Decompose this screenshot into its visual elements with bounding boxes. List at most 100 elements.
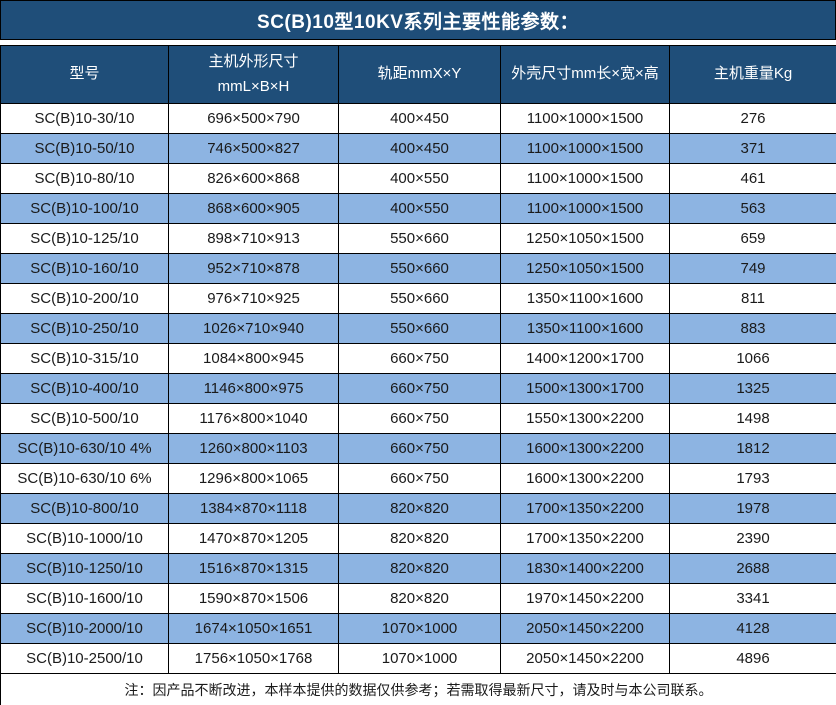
table-row: SC(B)10-160/10 952×710×878 550×660 1250×105…	[0, 253, 836, 284]
table-row: SC(B)10-630/10 6% 1296×800×1065 660×750 160…	[0, 463, 836, 494]
cell-weight: 749	[669, 253, 836, 284]
cell-model: SC(B)10-30/10	[0, 103, 169, 134]
cell-weight: 883	[669, 313, 836, 344]
table-row: SC(B)10-315/10 1084×800×945 660×750 1400×12…	[0, 343, 836, 374]
cell-rail-gauge: 400×450	[338, 103, 501, 134]
cell-weight: 276	[669, 103, 836, 134]
cell-rail-gauge: 660×750	[338, 343, 501, 374]
table-row: SC(B)10-50/10 746×500×827 400×450 1100×1000…	[0, 133, 836, 164]
cell-weight: 1812	[669, 433, 836, 464]
cell-main-dimensions: 1026×710×940	[168, 313, 339, 344]
cell-shell-dimensions: 1550×1300×2200	[500, 403, 670, 434]
cell-weight: 4896	[669, 643, 836, 674]
column-header: 外壳尺寸mm长×宽×高	[500, 45, 670, 104]
column-header: 型号	[0, 45, 169, 104]
cell-main-dimensions: 898×710×913	[168, 223, 339, 254]
cell-shell-dimensions: 1600×1300×2200	[500, 463, 670, 494]
cell-weight: 659	[669, 223, 836, 254]
page-title: SC(B)10型10KV系列主要性能参数：	[0, 0, 836, 40]
cell-rail-gauge: 550×660	[338, 223, 501, 254]
table-row: SC(B)10-1250/10 1516×870×1315 820×820 1830×…	[0, 553, 836, 584]
cell-shell-dimensions: 1350×1100×1600	[500, 283, 670, 314]
cell-weight: 563	[669, 193, 836, 224]
cell-shell-dimensions: 1100×1000×1500	[500, 163, 670, 194]
cell-main-dimensions: 1590×870×1506	[168, 583, 339, 614]
table-row: SC(B)10-30/10 696×500×790 400×450 1100×1000…	[0, 103, 836, 134]
cell-main-dimensions: 1384×870×1118	[168, 493, 339, 524]
table-row: SC(B)10-2500/10 1756×1050×1768 1070×1000 20…	[0, 643, 836, 674]
cell-shell-dimensions: 2050×1450×2200	[500, 643, 670, 674]
column-header: 主机外形尺寸 mmL×B×H	[168, 45, 339, 104]
cell-main-dimensions: 696×500×790	[168, 103, 339, 134]
cell-shell-dimensions: 1250×1050×1500	[500, 223, 670, 254]
cell-rail-gauge: 1070×1000	[338, 613, 501, 644]
footnote: 注：因产品不断改进，本样本提供的数据仅供参考；若需取得最新尺寸，请及时与本公司联…	[0, 673, 836, 705]
table-row: SC(B)10-100/10 868×600×905 400×550 1100×100…	[0, 193, 836, 224]
cell-model: SC(B)10-500/10	[0, 403, 169, 434]
cell-rail-gauge: 550×660	[338, 313, 501, 344]
table-row: SC(B)10-1000/10 1470×870×1205 820×820 1700×…	[0, 523, 836, 554]
cell-shell-dimensions: 1700×1350×2200	[500, 523, 670, 554]
title-table-divider	[0, 40, 836, 45]
cell-weight: 4128	[669, 613, 836, 644]
cell-model: SC(B)10-800/10	[0, 493, 169, 524]
column-header: 轨距mmX×Y	[338, 45, 501, 104]
cell-main-dimensions: 1084×800×945	[168, 343, 339, 374]
cell-main-dimensions: 1176×800×1040	[168, 403, 339, 434]
cell-rail-gauge: 400×450	[338, 133, 501, 164]
cell-model: SC(B)10-250/10	[0, 313, 169, 344]
cell-model: SC(B)10-1250/10	[0, 553, 169, 584]
cell-model: SC(B)10-80/10	[0, 163, 169, 194]
table-row: SC(B)10-800/10 1384×870×1118 820×820 1700×1…	[0, 493, 836, 524]
cell-rail-gauge: 660×750	[338, 403, 501, 434]
footnote-row: 注：因产品不断改进，本样本提供的数据仅供参考；若需取得最新尺寸，请及时与本公司联…	[0, 673, 836, 705]
table-row: SC(B)10-400/10 1146×800×975 660×750 1500×13…	[0, 373, 836, 404]
cell-weight: 2688	[669, 553, 836, 584]
cell-rail-gauge: 550×660	[338, 253, 501, 284]
cell-main-dimensions: 952×710×878	[168, 253, 339, 284]
cell-main-dimensions: 1674×1050×1651	[168, 613, 339, 644]
cell-rail-gauge: 820×820	[338, 523, 501, 554]
cell-model: SC(B)10-160/10	[0, 253, 169, 284]
cell-weight: 1498	[669, 403, 836, 434]
spec-table: 型号 主机外形尺寸 mmL×B×H 轨距mmX×Y 外壳尺寸mm长×宽×高 主机重量Kg …	[0, 45, 836, 705]
cell-main-dimensions: 746×500×827	[168, 133, 339, 164]
table-row: SC(B)10-80/10 826×600×868 400×550 1100×1000…	[0, 163, 836, 194]
table-row: SC(B)10-1600/10 1590×870×1506 820×820 1970×…	[0, 583, 836, 614]
cell-weight: 2390	[669, 523, 836, 554]
cell-rail-gauge: 550×660	[338, 283, 501, 314]
cell-main-dimensions: 1296×800×1065	[168, 463, 339, 494]
cell-main-dimensions: 1756×1050×1768	[168, 643, 339, 674]
table-row: SC(B)10-200/10 976×710×925 550×660 1350×110…	[0, 283, 836, 314]
table-header-row: 型号 主机外形尺寸 mmL×B×H 轨距mmX×Y 外壳尺寸mm长×宽×高 主机重量Kg	[0, 45, 836, 104]
cell-main-dimensions: 826×600×868	[168, 163, 339, 194]
cell-weight: 1978	[669, 493, 836, 524]
cell-weight: 371	[669, 133, 836, 164]
cell-main-dimensions: 1470×870×1205	[168, 523, 339, 554]
cell-shell-dimensions: 1500×1300×1700	[500, 373, 670, 404]
cell-model: SC(B)10-125/10	[0, 223, 169, 254]
cell-model: SC(B)10-400/10	[0, 373, 169, 404]
cell-shell-dimensions: 1100×1000×1500	[500, 193, 670, 224]
cell-shell-dimensions: 1250×1050×1500	[500, 253, 670, 284]
column-header: 主机重量Kg	[669, 45, 836, 104]
cell-model: SC(B)10-630/10 6%	[0, 463, 169, 494]
cell-shell-dimensions: 1400×1200×1700	[500, 343, 670, 374]
cell-rail-gauge: 660×750	[338, 463, 501, 494]
cell-weight: 1793	[669, 463, 836, 494]
cell-rail-gauge: 820×820	[338, 553, 501, 584]
cell-model: SC(B)10-2500/10	[0, 643, 169, 674]
cell-rail-gauge: 820×820	[338, 583, 501, 614]
cell-model: SC(B)10-1600/10	[0, 583, 169, 614]
cell-weight: 3341	[669, 583, 836, 614]
table-row: SC(B)10-630/10 4% 1260×800×1103 660×750 160…	[0, 433, 836, 464]
cell-shell-dimensions: 1100×1000×1500	[500, 133, 670, 164]
cell-rail-gauge: 400×550	[338, 193, 501, 224]
cell-model: SC(B)10-200/10	[0, 283, 169, 314]
cell-shell-dimensions: 1830×1400×2200	[500, 553, 670, 584]
cell-main-dimensions: 976×710×925	[168, 283, 339, 314]
table-row: SC(B)10-125/10 898×710×913 550×660 1250×105…	[0, 223, 836, 254]
cell-weight: 1325	[669, 373, 836, 404]
cell-shell-dimensions: 1970×1450×2200	[500, 583, 670, 614]
